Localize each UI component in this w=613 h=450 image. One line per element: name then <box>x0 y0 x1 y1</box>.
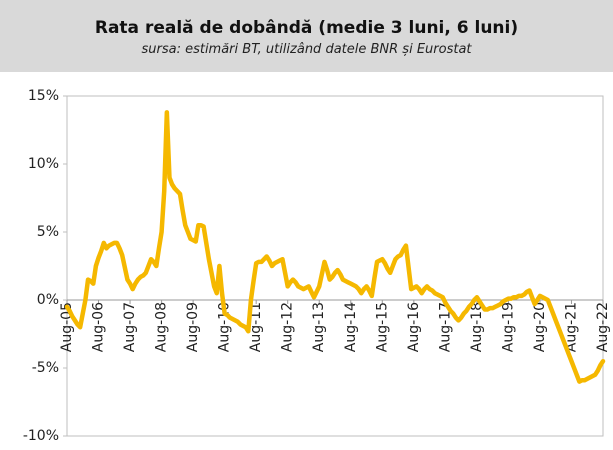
y-tick-label: 0% <box>37 292 59 308</box>
x-tick-label: Aug-11 <box>248 302 264 352</box>
header: Rata reală de dobândă (medie 3 luni, 6 l… <box>0 0 613 72</box>
x-tick-label: Aug-06 <box>91 302 107 352</box>
y-tick-label: -5% <box>32 360 59 376</box>
x-tick-label: Aug-08 <box>154 302 170 352</box>
x-tick-label: Aug-18 <box>469 302 485 352</box>
chart-subtitle: sursa: estimări BT, utilizând datele BNR… <box>141 42 472 57</box>
x-tick-label: Aug-21 <box>563 302 579 352</box>
chart-title: Rata reală de dobândă (medie 3 luni, 6 l… <box>94 18 519 38</box>
x-tick-label: Aug-16 <box>406 302 422 352</box>
y-tick-label: -10% <box>23 428 59 444</box>
y-tick-label: 5% <box>37 224 59 240</box>
x-tick-label: Aug-12 <box>280 302 296 352</box>
x-tick-label: Aug-14 <box>343 302 359 352</box>
line-series <box>64 110 606 384</box>
x-tick-label: Aug-09 <box>185 302 201 352</box>
y-tick-label: 10% <box>28 156 59 172</box>
x-tick-label: Aug-17 <box>437 302 453 352</box>
x-tick-label: Aug-20 <box>532 302 548 352</box>
y-tick-label: 15% <box>28 88 59 104</box>
x-tick-label: Aug-13 <box>311 302 327 352</box>
plot-frame <box>66 95 604 437</box>
x-tick-label: Aug-19 <box>500 302 516 352</box>
x-tick-label: Aug-07 <box>122 302 138 352</box>
x-tick-label: Aug-15 <box>374 302 390 352</box>
x-tick-label: Aug-22 <box>595 302 611 352</box>
